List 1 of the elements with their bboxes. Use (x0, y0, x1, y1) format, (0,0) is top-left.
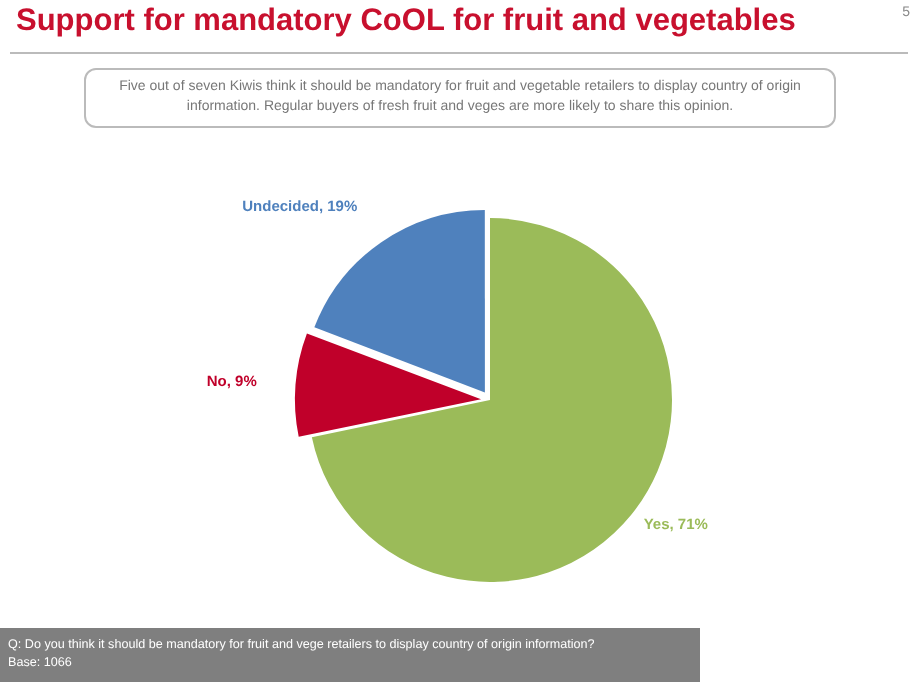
chart-title: Support for mandatory CoOL for fruit and vegetables (16, 4, 796, 40)
